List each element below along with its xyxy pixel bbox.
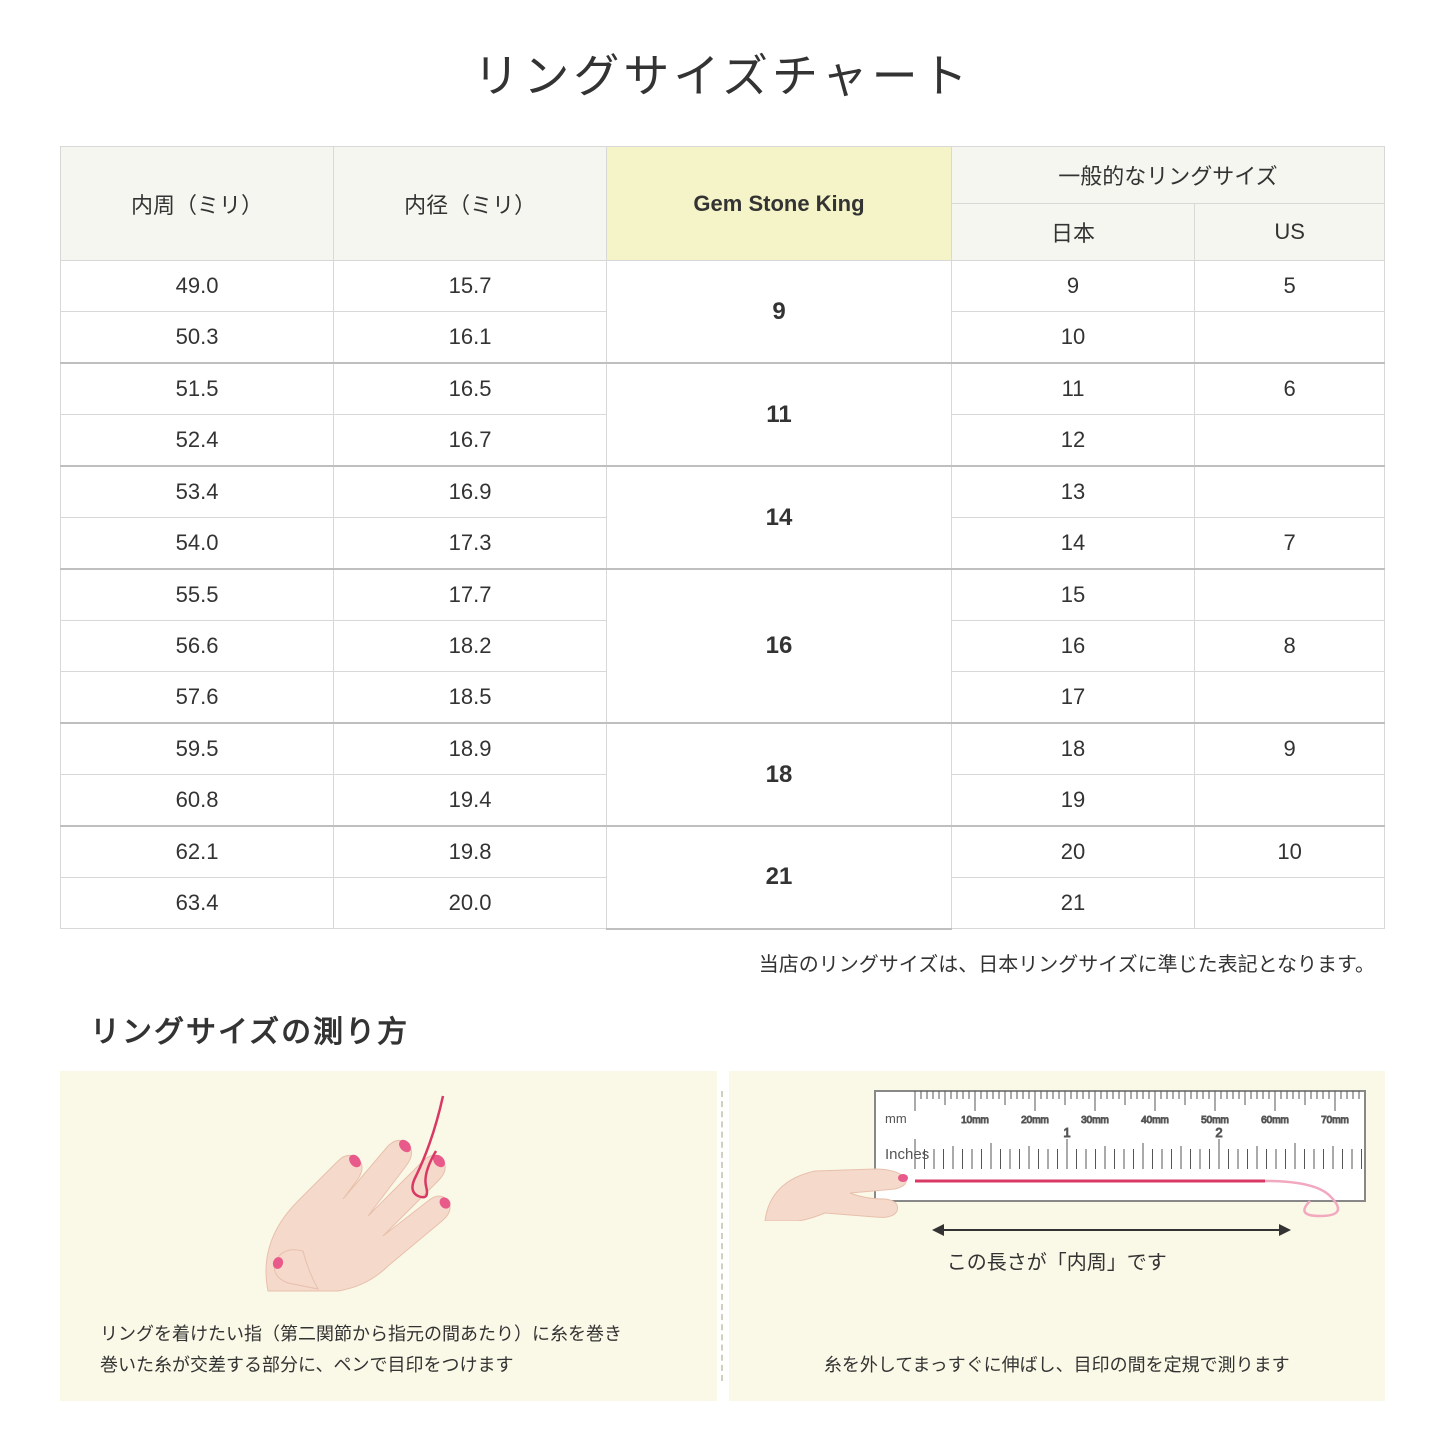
svg-text:60mm: 60mm (1261, 1115, 1289, 1126)
table-cell: 50.3 (61, 312, 334, 364)
header-us: US (1195, 204, 1385, 261)
table-cell: 56.6 (61, 621, 334, 672)
table-cell (1195, 672, 1385, 724)
header-general: 一般的なリングサイズ (951, 147, 1384, 204)
hand-illustration (208, 1091, 568, 1301)
table-cell: 9 (1195, 723, 1385, 775)
table-cell: 16 (951, 621, 1194, 672)
gsk-cell: 16 (607, 569, 952, 723)
svg-text:20mm: 20mm (1021, 1115, 1049, 1126)
howto-section: リングを着けたい指（第二関節から指元の間あたり）に糸を巻き巻いた糸が交差する部分… (60, 1071, 1385, 1401)
table-cell (1195, 466, 1385, 518)
header-diameter: 内径（ミリ） (334, 147, 607, 261)
table-cell (1195, 878, 1385, 929)
table-cell: 49.0 (61, 261, 334, 312)
table-cell (1195, 312, 1385, 364)
table-cell: 62.1 (61, 826, 334, 878)
table-cell: 18.5 (334, 672, 607, 724)
table-cell: 19 (951, 775, 1194, 827)
gsk-cell: 9 (607, 261, 952, 364)
table-cell: 8 (1195, 621, 1385, 672)
table-cell: 6 (1195, 363, 1385, 415)
svg-text:40mm: 40mm (1141, 1115, 1169, 1126)
left-caption: リングを着けたい指（第二関節から指元の間あたり）に糸を巻き巻いた糸が交差する部分… (100, 1319, 677, 1380)
ruler-mm-label: mm (885, 1111, 907, 1126)
table-cell: 11 (951, 363, 1194, 415)
right-caption: 糸を外してまっすぐに伸ばし、目印の間を定規で測ります (749, 1350, 1366, 1381)
size-chart-table: 内周（ミリ） 内径（ミリ） Gem Stone King 一般的なリングサイズ … (60, 146, 1385, 930)
table-cell: 19.4 (334, 775, 607, 827)
table-cell: 53.4 (61, 466, 334, 518)
table-cell: 52.4 (61, 415, 334, 467)
table-cell (1195, 775, 1385, 827)
table-cell: 14 (951, 518, 1194, 570)
table-cell: 10 (951, 312, 1194, 364)
table-cell: 60.8 (61, 775, 334, 827)
header-japan: 日本 (951, 204, 1194, 261)
table-cell: 54.0 (61, 518, 334, 570)
table-cell (1195, 569, 1385, 621)
table-cell: 15.7 (334, 261, 607, 312)
table-cell: 10 (1195, 826, 1385, 878)
chart-note: 当店のリングサイズは、日本リングサイズに準じた表記となります。 (60, 948, 1385, 977)
table-cell: 12 (951, 415, 1194, 467)
ruler-inches-label: Inches (885, 1146, 929, 1163)
table-cell: 20 (951, 826, 1194, 878)
svg-text:10mm: 10mm (961, 1115, 989, 1126)
table-cell: 20.0 (334, 878, 607, 929)
table-cell: 21 (951, 878, 1194, 929)
table-cell (1195, 415, 1385, 467)
table-cell: 17 (951, 672, 1194, 724)
table-cell: 13 (951, 466, 1194, 518)
table-cell: 15 (951, 569, 1194, 621)
gsk-cell: 21 (607, 826, 952, 929)
table-cell: 7 (1195, 518, 1385, 570)
svg-text:70mm: 70mm (1321, 1115, 1349, 1126)
gsk-cell: 11 (607, 363, 952, 466)
howto-title: リングサイズの測り方 (90, 1007, 1385, 1051)
howto-panel-measure: mm Inches 10mm20mm30mm40mm50mm60mm70mm12… (729, 1071, 1386, 1401)
table-cell: 16.7 (334, 415, 607, 467)
svg-text:1: 1 (1063, 1125, 1070, 1140)
table-cell: 18.9 (334, 723, 607, 775)
header-circumference: 内周（ミリ） (61, 147, 334, 261)
table-cell: 5 (1195, 261, 1385, 312)
table-cell: 18 (951, 723, 1194, 775)
table-cell: 57.6 (61, 672, 334, 724)
measurement-label: この長さが「内周」です (729, 1246, 1386, 1275)
measurement-arrow (934, 1229, 1289, 1231)
gsk-cell: 18 (607, 723, 952, 826)
table-cell: 9 (951, 261, 1194, 312)
table-cell: 63.4 (61, 878, 334, 929)
table-cell: 16.1 (334, 312, 607, 364)
table-cell: 59.5 (61, 723, 334, 775)
ruler-illustration: mm Inches 10mm20mm30mm40mm50mm60mm70mm12 (755, 1081, 1375, 1221)
table-cell: 55.5 (61, 569, 334, 621)
table-cell: 16.5 (334, 363, 607, 415)
svg-text:30mm: 30mm (1081, 1115, 1109, 1126)
table-cell: 17.7 (334, 569, 607, 621)
svg-text:2: 2 (1215, 1125, 1222, 1140)
page-title: リングサイズチャート (60, 40, 1385, 106)
gsk-cell: 14 (607, 466, 952, 569)
table-cell: 16.9 (334, 466, 607, 518)
table-cell: 18.2 (334, 621, 607, 672)
howto-panel-wrap: リングを着けたい指（第二関節から指元の間あたり）に糸を巻き巻いた糸が交差する部分… (60, 1071, 717, 1401)
header-gsk: Gem Stone King (607, 147, 952, 261)
table-cell: 17.3 (334, 518, 607, 570)
table-cell: 19.8 (334, 826, 607, 878)
table-cell: 51.5 (61, 363, 334, 415)
